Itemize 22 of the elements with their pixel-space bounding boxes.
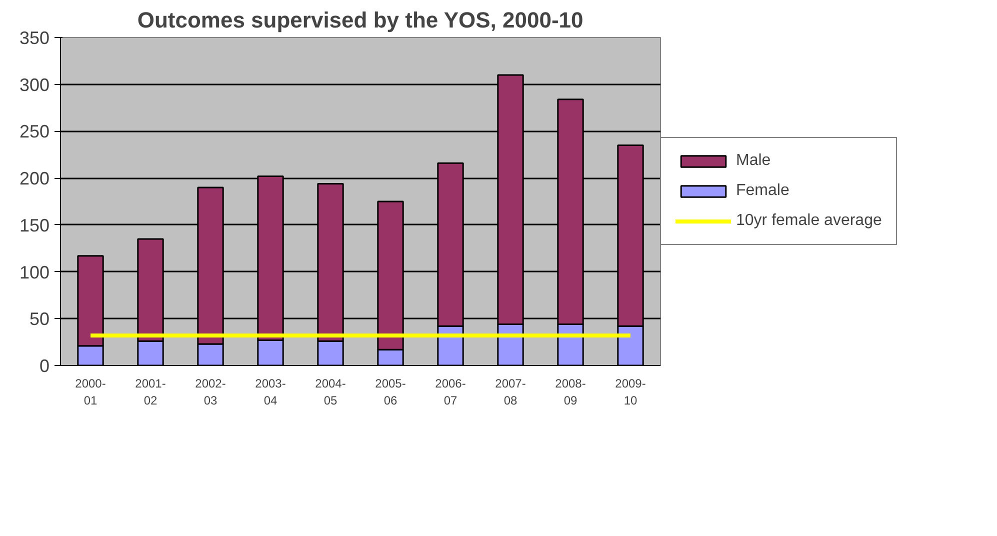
chart-title: Outcomes supervised by the YOS, 2000-10 xyxy=(137,8,584,32)
x-tick-label: 2006-07 xyxy=(435,376,466,408)
y-tick-label: 150 xyxy=(19,215,50,236)
x-tick-label: 2001-02 xyxy=(135,376,166,408)
legend-label: 10yr female average xyxy=(736,212,882,230)
x-tick-label: 2005-06 xyxy=(375,376,406,408)
y-tick-label: 300 xyxy=(19,74,50,95)
y-tick-label: 200 xyxy=(19,168,50,189)
y-tick-label: 100 xyxy=(19,262,50,282)
y-tick-label: 250 xyxy=(19,122,50,142)
x-tick-label: 2003-04 xyxy=(255,376,286,408)
legend-label: Male xyxy=(736,152,771,170)
y-tick-label: 0 xyxy=(39,356,50,376)
x-tick-label: 2008-09 xyxy=(555,376,586,408)
x-tick-label: 2009-10 xyxy=(615,376,646,408)
y-tick-label: 50 xyxy=(29,309,50,330)
x-tick-label: 2002-03 xyxy=(195,376,226,408)
x-tick-label: 2000-01 xyxy=(75,376,106,408)
x-tick-label: 2007-08 xyxy=(495,376,526,408)
x-tick-label: 2004-05 xyxy=(315,376,346,408)
legend-label: Female xyxy=(736,182,790,200)
y-tick-label: 350 xyxy=(19,28,50,48)
